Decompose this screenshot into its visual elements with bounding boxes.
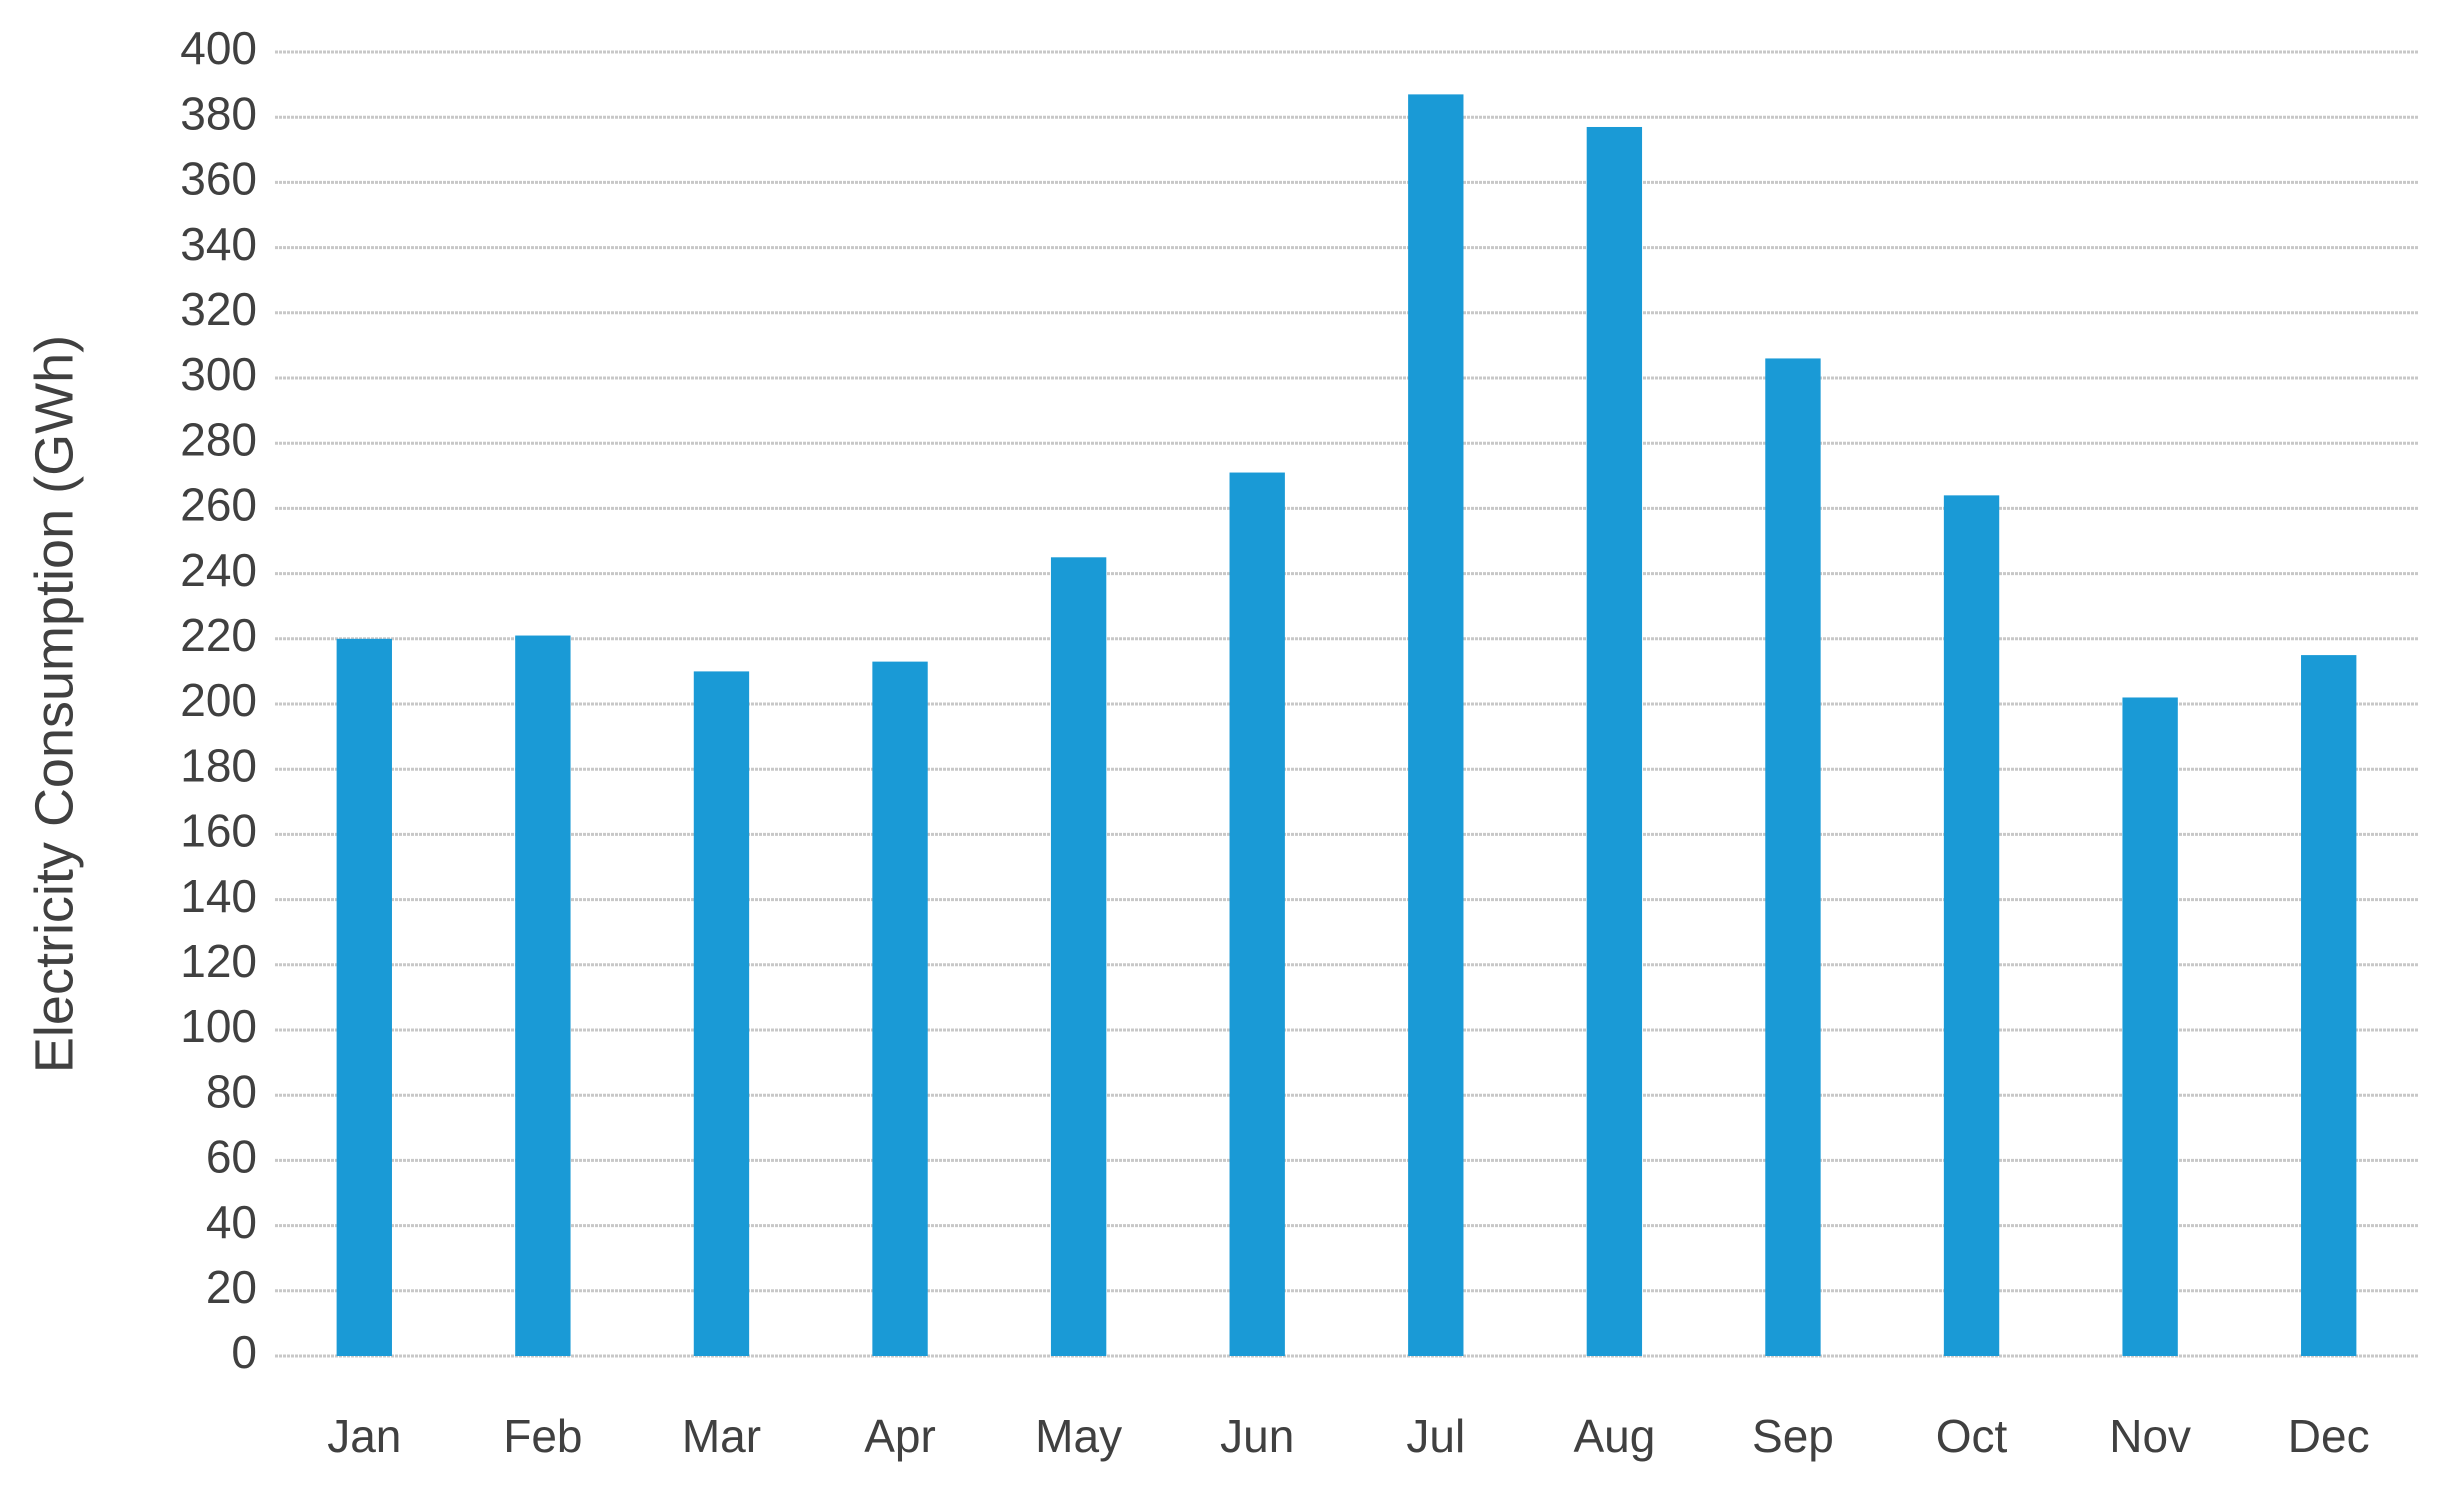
- y-tick-label: 100: [180, 1000, 257, 1052]
- y-tick-label: 200: [180, 674, 257, 726]
- y-tick-label: 320: [180, 283, 257, 335]
- x-tick-label: Jun: [1220, 1410, 1294, 1462]
- bar: [1050, 557, 1107, 1356]
- bar: [872, 661, 928, 1356]
- x-tick-label: Aug: [1573, 1410, 1655, 1462]
- y-tick-label: 300: [180, 348, 257, 400]
- y-tick-label: 120: [180, 935, 257, 987]
- bar: [2301, 655, 2357, 1356]
- y-tick-label: 400: [180, 22, 257, 74]
- x-tick-label: Mar: [682, 1410, 761, 1462]
- y-tick-label: 40: [206, 1196, 257, 1248]
- x-tick-label: Jul: [1406, 1410, 1465, 1462]
- y-tick-label: 280: [180, 413, 257, 465]
- y-tick-label: 260: [180, 479, 257, 531]
- x-tick-label: Apr: [864, 1410, 936, 1462]
- y-tick-label: 220: [180, 609, 257, 661]
- x-tick-label: May: [1035, 1410, 1122, 1462]
- bar: [693, 671, 750, 1356]
- bar: [2122, 697, 2178, 1356]
- bar: [1408, 94, 1464, 1356]
- y-tick-label: 60: [206, 1131, 257, 1183]
- bar: [1765, 358, 1821, 1356]
- y-tick-label: 0: [231, 1326, 257, 1378]
- bar: [1229, 472, 1285, 1356]
- bar: [336, 638, 392, 1356]
- x-tick-label: Oct: [1936, 1410, 2008, 1462]
- x-tick-label: Sep: [1752, 1410, 1834, 1462]
- y-tick-label: 80: [206, 1065, 257, 1117]
- y-tick-label: 20: [206, 1261, 257, 1313]
- bar: [1586, 126, 1643, 1357]
- y-tick-label: 160: [180, 805, 257, 857]
- x-tick-label: Nov: [2109, 1410, 2191, 1462]
- y-tick-label: 380: [180, 87, 257, 139]
- y-tick-label: 180: [180, 739, 257, 791]
- x-tick-label: Feb: [503, 1410, 582, 1462]
- bar: [515, 635, 571, 1356]
- y-tick-label: 340: [180, 218, 257, 270]
- y-tick-label: 240: [180, 544, 257, 596]
- y-axis-title: Electricity Consumption (GWh): [24, 335, 84, 1073]
- x-tick-label: Dec: [2288, 1410, 2370, 1462]
- y-tick-label: 140: [180, 870, 257, 922]
- y-tick-label: 360: [180, 153, 257, 205]
- bar: [1943, 495, 2000, 1356]
- x-tick-label: Jan: [327, 1410, 401, 1462]
